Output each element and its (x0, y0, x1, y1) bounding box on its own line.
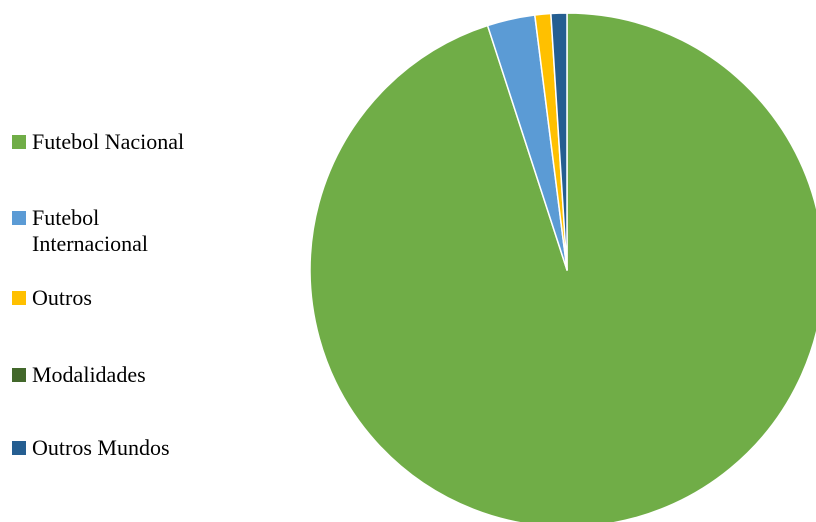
legend-label: Futebol Nacional (32, 129, 185, 154)
legend-label: Outros Mundos (32, 435, 170, 460)
legend-swatch (12, 368, 26, 382)
legend-swatch (12, 135, 26, 149)
legend-item-outros: Outros (12, 285, 232, 311)
legend-item-outros-mundos: Outros Mundos (12, 435, 232, 461)
legend-label: Futebol Internacional (32, 205, 149, 256)
legend-swatch (12, 441, 26, 455)
pie-slice-outros-mundos (550, 12, 568, 271)
legend-label: Modalidades (32, 362, 146, 387)
pie-slice-futebol-nacional (309, 12, 816, 522)
legend-label: Outros (32, 285, 92, 310)
legend-item-modalidades: Modalidades (12, 362, 232, 388)
legend-swatch (12, 291, 26, 305)
legend-item-futebol-internacional: Futebol Internacional (12, 205, 182, 257)
legend: Futebol Nacional Futebol Internacional Out… (12, 0, 262, 522)
legend-swatch (12, 211, 26, 225)
legend-item-futebol-nacional: Futebol Nacional (12, 129, 232, 155)
